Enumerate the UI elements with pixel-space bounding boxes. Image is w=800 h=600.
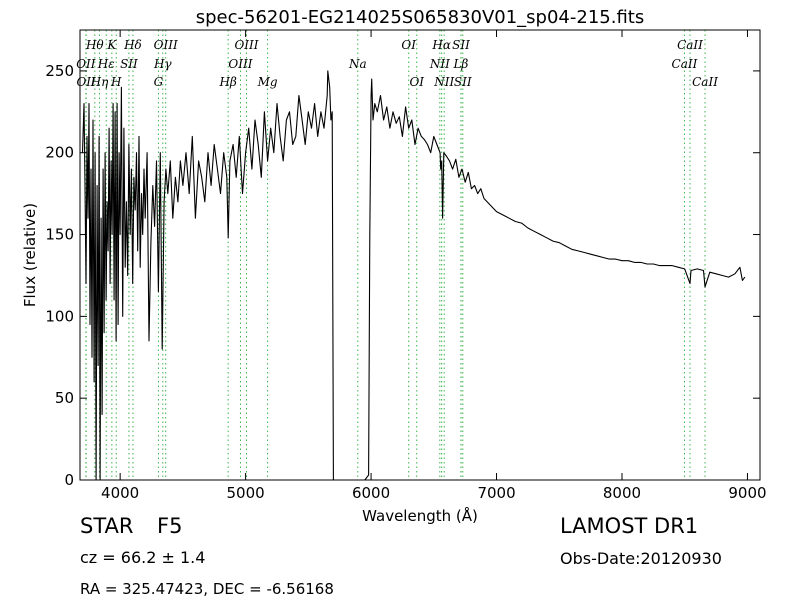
y-axis-ticks: 0 50 100 150 200 250 xyxy=(45,62,760,489)
line-label-20: Hα xyxy=(431,38,451,52)
spectral-line-labels: OII OII Hθ Hη Hε K H SII Hδ G Hγ OIII Hβ OIII OIII Mg Na… xyxy=(76,38,718,89)
y-tick-label-1: 50 xyxy=(55,389,74,407)
object-subclass: F5 xyxy=(157,514,183,538)
y-tick-label-2: 100 xyxy=(45,307,74,325)
line-label-26: CaII xyxy=(677,38,703,52)
line-label-8: Hδ xyxy=(123,38,142,52)
line-label-4: Hε xyxy=(97,57,115,71)
line-label-15: Mg xyxy=(257,75,278,89)
survey-name: LAMOST DR1 xyxy=(560,514,699,538)
plot-frame xyxy=(79,29,761,481)
redshift-value: cz = 66.2 ± 1.4 xyxy=(80,548,206,567)
line-label-24: SII xyxy=(454,75,472,89)
x-tick-label-1: 5000 xyxy=(227,484,265,502)
y-tick-label-4: 200 xyxy=(45,144,74,162)
line-label-1: OII xyxy=(76,75,96,89)
chart-title: spec-56201-EG214025S065830V01_sp04-215.f… xyxy=(196,7,644,28)
y-tick-label-5: 250 xyxy=(45,62,74,80)
line-label-9: G xyxy=(154,75,164,89)
line-label-16: Na xyxy=(348,57,367,71)
line-label-27: CaII xyxy=(692,75,718,89)
line-label-25: CaII xyxy=(672,57,698,71)
y-tick-label-3: 150 xyxy=(45,226,74,244)
x-axis-ticks: 4000 5000 6000 7000 8000 9000 xyxy=(101,30,767,502)
y-tick-label-0: 0 xyxy=(64,471,74,489)
line-label-10: Hγ xyxy=(153,57,172,71)
spectrum-series xyxy=(81,70,746,481)
line-label-18: OI xyxy=(409,75,424,89)
x-tick-label-5: 9000 xyxy=(728,484,766,502)
x-axis-label: Wavelength (Å) xyxy=(362,506,478,525)
line-label-13: OIII xyxy=(228,57,252,71)
line-label-12: Hβ xyxy=(218,75,236,89)
x-tick-label-2: 6000 xyxy=(352,484,390,502)
line-label-23: SII xyxy=(452,38,470,52)
x-tick-label-0: 4000 xyxy=(101,484,139,502)
line-label-14: OIII xyxy=(234,38,258,52)
object-class: STAR xyxy=(80,514,134,538)
line-label-17: OI xyxy=(401,38,416,52)
spectrum-line-0 xyxy=(81,70,746,481)
line-label-22: Lβ xyxy=(452,57,468,71)
observation-date: Obs-Date:20120930 xyxy=(560,549,722,568)
line-label-21: NII xyxy=(433,75,454,89)
spectral-line-markers xyxy=(85,30,706,480)
line-label-3: Hη xyxy=(90,75,109,89)
line-label-0: OII xyxy=(76,57,96,71)
x-tick-label-3: 7000 xyxy=(477,484,515,502)
line-label-5: K xyxy=(106,38,117,52)
line-label-19: NII xyxy=(429,57,450,71)
line-label-2: Hθ xyxy=(85,38,104,52)
line-label-7: SII xyxy=(120,57,138,71)
x-tick-label-4: 8000 xyxy=(603,484,641,502)
sky-coordinates: RA = 325.47423, DEC = -6.56168 xyxy=(80,580,334,598)
y-axis-label: Flux (relative) xyxy=(21,203,39,307)
line-label-11: OIII xyxy=(154,38,178,52)
line-label-6: H xyxy=(110,75,122,89)
